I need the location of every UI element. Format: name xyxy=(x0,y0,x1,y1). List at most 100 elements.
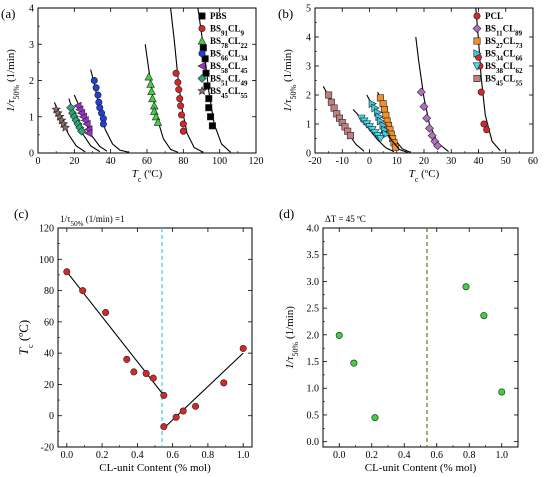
legend-entry: PCL xyxy=(485,11,503,21)
legend-marker xyxy=(198,24,206,32)
x-axis-label-unit: (ºC) xyxy=(141,168,162,180)
x-tick-label: 20 xyxy=(69,156,79,167)
y-tick-label: 1.5 xyxy=(307,357,320,368)
x-tick-label: -10 xyxy=(336,156,349,167)
fit-curve xyxy=(197,8,231,153)
x-tick-label: 30 xyxy=(446,156,456,167)
x-tick-label: 20 xyxy=(419,156,429,167)
legend-entry-p3: 55 xyxy=(241,92,249,100)
legend-entry-p3: 22 xyxy=(241,42,249,50)
x-tick-label: 100 xyxy=(212,156,227,167)
legend-entry: BS38CL62 xyxy=(485,61,523,75)
y-tick-label: -20 xyxy=(41,443,54,454)
data-point xyxy=(376,135,385,144)
legend-entry-p3: 62 xyxy=(516,67,524,75)
data-point xyxy=(92,84,100,92)
y-tick-label: 5 xyxy=(306,4,311,15)
legend-entry-p1: 66 xyxy=(221,55,229,63)
y-tick-label: 2 xyxy=(29,76,34,87)
y-axis-label: Tc (ºC) xyxy=(16,320,35,355)
x-tick-label: 0.0 xyxy=(61,450,74,461)
legend-entry-p1: 45 xyxy=(221,92,229,100)
legend-entry: BS66CL34 xyxy=(210,49,248,63)
y-tick-label: 20 xyxy=(44,380,54,391)
legend-marker xyxy=(197,74,207,83)
data-point xyxy=(60,122,70,132)
y-tick-label: 0 xyxy=(49,411,54,422)
y-tick-label: 80 xyxy=(44,286,54,297)
x-axis-label-sub: c xyxy=(138,175,142,184)
data-point xyxy=(82,119,91,129)
data-point xyxy=(179,127,187,135)
legend-entry: BS51CL49 xyxy=(210,74,248,88)
legend-entry-p2: CL xyxy=(228,36,241,46)
data-point xyxy=(325,91,333,99)
legend-marker xyxy=(473,75,481,83)
x-tick-label: 0.4 xyxy=(131,450,144,461)
panel-c: 0.0 0.2 0.4 0.6 0.8 1.0 -20 0 20 40 60 80 100 120 (c) 1… xyxy=(14,206,253,474)
x-tick-label: 60 xyxy=(528,156,538,167)
annotation-main: 1/τ xyxy=(60,214,71,224)
x-tick-label: -20 xyxy=(308,156,321,167)
legend-marker xyxy=(198,12,206,20)
y-axis-label: 1/τ50% (1/min) xyxy=(284,306,300,369)
data-layer xyxy=(322,8,501,153)
data-point xyxy=(146,79,155,88)
x-tick-label: 0.6 xyxy=(431,450,444,461)
x-axis-label-main: T xyxy=(132,168,139,180)
legend-entry-p3: 45 xyxy=(241,67,249,75)
data-point xyxy=(382,129,391,139)
legend-entry-p2: CL xyxy=(503,74,516,84)
x-tick-label: 0.4 xyxy=(398,450,411,461)
x-tick-label: 0.6 xyxy=(166,450,179,461)
x-tick-label: 80 xyxy=(178,156,188,167)
legend-entry-p2: CL xyxy=(503,61,516,71)
legend-entry-p1: 51 xyxy=(221,80,229,88)
y-tick-label: 1 xyxy=(29,112,34,123)
x-tick-label: 120 xyxy=(249,156,264,167)
legend-marker xyxy=(472,24,482,33)
data-point xyxy=(77,126,87,136)
data-point xyxy=(153,117,163,126)
legend-entry-p2: CL xyxy=(228,49,241,59)
annotation: ΔT = 45 ºC xyxy=(325,214,366,224)
legend-entry-p0: BS xyxy=(210,61,221,71)
y-tick-label: 0.0 xyxy=(307,437,320,448)
data-point xyxy=(175,86,183,94)
y-tick-label: 4.0 xyxy=(307,224,320,235)
x-tick-label: 1.0 xyxy=(496,450,509,461)
legend-entry-p1: 78 xyxy=(221,42,229,50)
y-tick-label: 100 xyxy=(39,255,54,266)
annotation: 1/τ50% (1/min) =1 xyxy=(60,214,125,228)
legend-marker xyxy=(197,61,206,71)
y-axis-label-sub: c xyxy=(26,344,35,348)
y-axis-label-sub: 50% xyxy=(291,341,300,356)
data-layer xyxy=(51,8,231,153)
data-point xyxy=(382,111,390,119)
legend-entry-text: PCL xyxy=(485,11,503,21)
y-tick-label: 0 xyxy=(306,149,311,160)
data-point xyxy=(346,132,354,140)
data-point xyxy=(205,104,213,112)
legend-entry: BS78CL22 xyxy=(210,36,248,50)
panel-d: 0.0 0.2 0.4 0.6 0.8 1.0 0.0 0.5 1.0 1.5 2.0 2.5 3.0 3… xyxy=(279,206,519,474)
legend-entry-text: PBS xyxy=(210,11,227,21)
x-tick-label: 40 xyxy=(474,156,484,167)
legend-entry-p1: 91 xyxy=(221,30,229,38)
data-point xyxy=(84,128,93,138)
legend-entry-p3: 73 xyxy=(516,42,524,50)
legend-entry-p2: CL xyxy=(228,86,241,96)
legend-entry-p1: 45 xyxy=(496,80,504,88)
x-axis-label: CL-unit Content (% mol) xyxy=(99,462,211,474)
data-point xyxy=(483,126,491,134)
legend-entry-p2: CL xyxy=(503,24,516,34)
data-point xyxy=(179,120,187,128)
y-axis-label-main: 1/τ xyxy=(284,355,296,369)
legend-entry-p2: CL xyxy=(503,49,516,59)
y-axis-label-unit: (1/min) xyxy=(5,49,17,85)
y-tick-label: 3.0 xyxy=(307,277,320,288)
legend-entry-p1: 34 xyxy=(496,55,504,63)
legend-entry-p0: BS xyxy=(485,61,496,71)
y-axis-label-sub: 50% xyxy=(12,84,21,99)
